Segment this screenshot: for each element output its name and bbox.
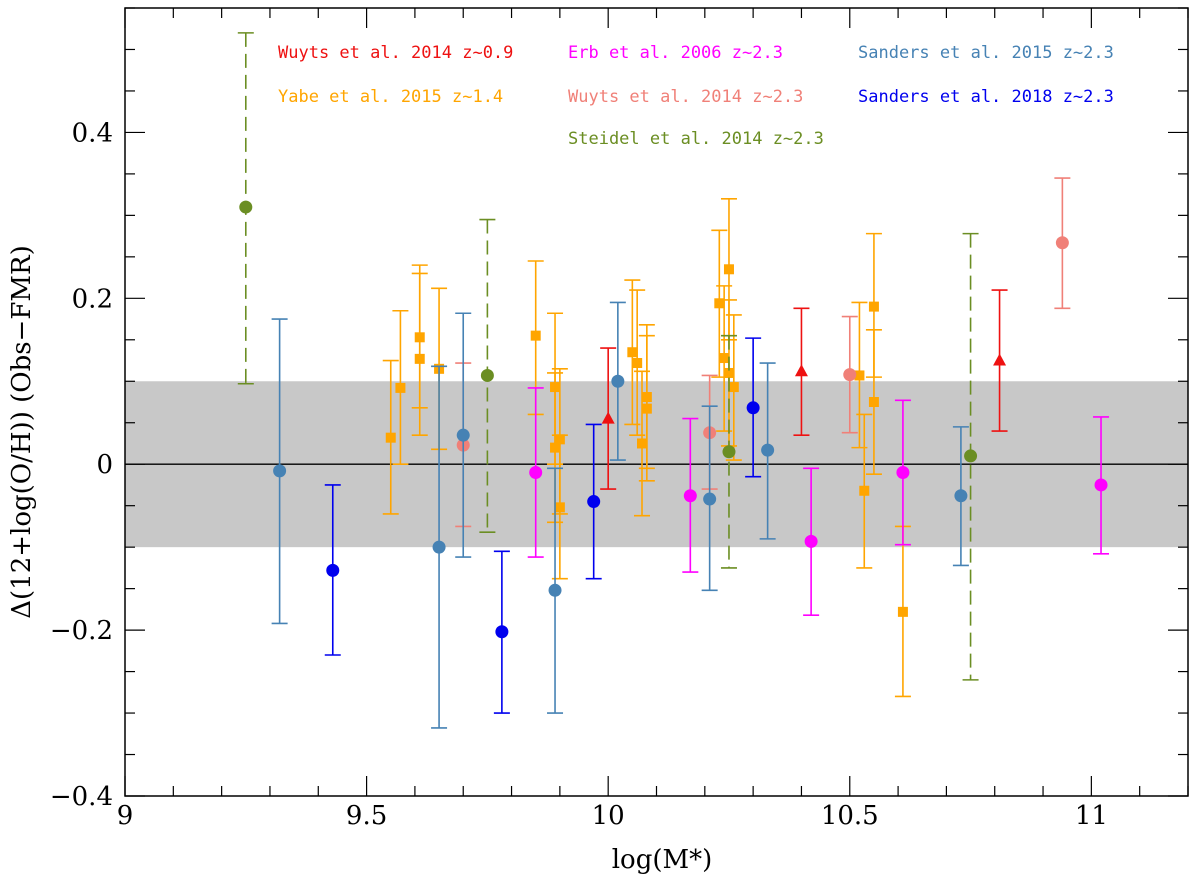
legend-entry-5: Sanders et al. 2015 z~2.3: [858, 43, 1114, 63]
marker-series-1-point-14: [641, 403, 652, 414]
legend-entry-1: Yabe et al. 2015 z~1.4: [278, 87, 503, 107]
marker-series-5-point-5: [703, 492, 717, 506]
marker-series-5-point-0: [273, 464, 287, 478]
series-0: [600, 289, 1008, 490]
marker-series-1-point-5: [530, 330, 541, 341]
marker-series-3-point-2: [843, 368, 857, 382]
marker-series-6-point-2: [587, 495, 601, 509]
marker-series-5-point-1: [432, 540, 446, 554]
marker-series-5-point-7: [954, 489, 968, 503]
marker-series-2-point-1: [683, 489, 697, 503]
legend-entry-4: Steidel et al. 2014 z~2.3: [568, 129, 824, 149]
marker-series-4-point-3: [964, 449, 978, 463]
x-tick-label-4: 11: [1075, 801, 1108, 831]
x-tick-label-2: 10: [592, 801, 625, 831]
series-5: [271, 301, 969, 729]
y-tick-label-0: −0.4: [50, 782, 113, 812]
marker-series-5-point-2: [456, 428, 470, 442]
marker-series-1-point-23: [868, 397, 879, 407]
ticks-layer: [124, 7, 1189, 797]
legend-entry-6: Sanders et al. 2018 z~2.3: [858, 87, 1114, 107]
y-tick-label-4: 0.4: [72, 118, 113, 148]
x-tick-label-1: 9.5: [346, 801, 387, 831]
legend-layer: Wuyts et al. 2014 z~0.9 Yabe et al. 2015 …: [278, 43, 1114, 149]
x-axis-label: log(M*): [612, 845, 713, 875]
legend-entry-2: Erb et al. 2006 z~2.3: [568, 43, 783, 63]
marker-series-1-point-7: [550, 442, 561, 453]
x-tick-label-0: 9: [117, 801, 134, 831]
marker-series-2-point-0: [529, 466, 543, 480]
marker-series-1-point-3: [414, 353, 425, 364]
tick-labels-layer: 9 9.5 10 10.5 11 −0.4 −0.2 0 0.2 0.4: [50, 118, 1108, 831]
marker-series-1-point-21: [859, 485, 870, 496]
marker-series-0-point-1: [794, 364, 808, 377]
marker-series-1-point-0: [385, 432, 396, 443]
marker-series-2-point-4: [1094, 478, 1108, 492]
series-3: [455, 177, 1071, 528]
marker-series-6-point-0: [326, 563, 340, 577]
marker-series-1-point-24: [897, 606, 908, 617]
marker-series-1-point-19: [728, 382, 739, 393]
y-tick-label-2: 0: [96, 450, 113, 480]
marker-series-1-point-1: [395, 382, 406, 393]
marker-series-1-point-11: [632, 358, 643, 369]
marker-series-5-point-3: [548, 583, 562, 597]
y-tick-label-3: 0.2: [72, 284, 113, 314]
marker-series-1-point-10: [627, 347, 638, 358]
marker-series-6-point-1: [495, 625, 509, 639]
marker-series-5-point-4: [611, 374, 625, 388]
marker-series-1-point-18: [723, 367, 734, 378]
marker-series-4-point-1: [480, 368, 494, 382]
marker-series-4-point-2: [722, 445, 736, 459]
marker-series-2-point-2: [804, 534, 818, 548]
marker-series-1-point-22: [868, 301, 879, 312]
marker-series-2-point-3: [896, 466, 910, 480]
legend-entry-3: Wuyts et al. 2014 z~2.3: [568, 87, 803, 107]
marker-series-3-point-3: [1055, 236, 1069, 250]
marker-series-0-point-0: [601, 411, 615, 424]
marker-series-5-point-6: [761, 443, 775, 457]
marker-series-1-point-20: [854, 370, 865, 381]
marker-series-1-point-16: [719, 353, 730, 364]
marker-series-1-point-12: [637, 438, 648, 449]
marker-series-1-point-17: [723, 264, 734, 275]
series-2: [527, 387, 1110, 616]
series-4: [237, 32, 979, 681]
x-tick-label-3: 10.5: [821, 801, 879, 831]
marker-series-6-point-3: [746, 401, 760, 415]
marker-series-1-point-15: [714, 298, 725, 309]
y-tick-label-1: −0.2: [50, 616, 113, 646]
series-1: [382, 197, 911, 698]
y-axis-label: Δ(12+log(O/H)) (Obs−FMR): [7, 245, 37, 618]
marker-series-0-point-2: [993, 353, 1007, 366]
series-layer: [237, 32, 1110, 729]
marker-series-1-point-9: [554, 502, 565, 513]
legend-entry-0: Wuyts et al. 2014 z~0.9: [278, 43, 513, 63]
series-6: [324, 337, 762, 714]
marker-series-4-point-0: [239, 200, 253, 214]
